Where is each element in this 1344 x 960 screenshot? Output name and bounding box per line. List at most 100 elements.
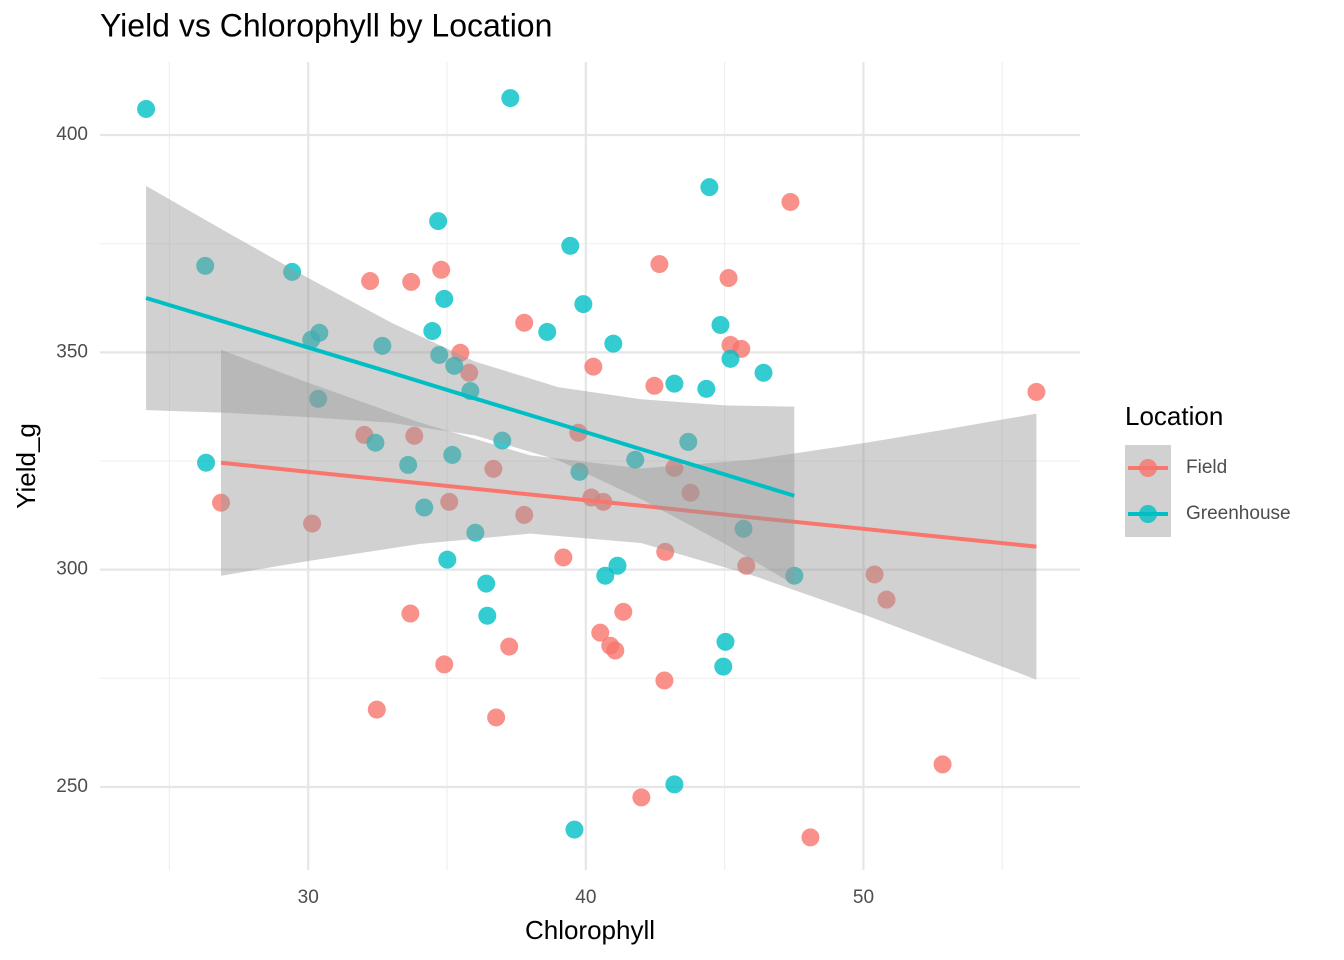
- y-tick-label: 400: [56, 124, 88, 145]
- point: [596, 566, 615, 585]
- point: [754, 363, 773, 382]
- point: [665, 458, 684, 477]
- point: [719, 269, 738, 288]
- point: [309, 389, 328, 408]
- point: [681, 483, 700, 502]
- point: [515, 313, 534, 332]
- fit-line: [145, 296, 795, 498]
- point: [565, 820, 584, 839]
- point: [435, 655, 454, 674]
- point: [402, 272, 421, 291]
- point: [614, 602, 633, 621]
- point: [430, 345, 449, 364]
- point: [487, 708, 506, 727]
- point: [665, 374, 684, 393]
- point: [1027, 382, 1046, 401]
- point: [734, 519, 753, 538]
- legend-label: Greenhouse: [1186, 503, 1291, 524]
- point: [373, 336, 392, 355]
- point: [445, 356, 464, 375]
- point: [697, 379, 716, 398]
- point: [196, 256, 215, 275]
- point: [665, 775, 684, 794]
- point: [303, 514, 322, 533]
- fit-line: [220, 460, 1037, 549]
- point: [785, 566, 804, 585]
- point: [604, 334, 623, 353]
- point: [443, 445, 462, 464]
- y-tick-label: 350: [56, 341, 88, 362]
- point: [493, 431, 512, 450]
- point: [460, 363, 479, 382]
- point: [781, 192, 800, 211]
- point: [366, 433, 385, 452]
- point: [632, 788, 651, 807]
- point: [399, 455, 418, 474]
- point: [501, 89, 520, 108]
- point: [650, 255, 669, 274]
- point: [423, 322, 442, 341]
- point: [212, 493, 231, 512]
- point: [591, 623, 610, 642]
- point: [561, 236, 580, 255]
- point: [933, 755, 952, 774]
- point: [655, 671, 674, 690]
- point: [656, 542, 675, 561]
- point: [645, 376, 664, 395]
- x-tick-label: 50: [853, 887, 874, 908]
- point: [478, 606, 497, 625]
- x-axis-title: Chlorophyll: [525, 915, 655, 945]
- confidence-band: [221, 349, 1037, 680]
- point: [714, 657, 733, 676]
- point: [367, 700, 386, 719]
- point: [477, 574, 496, 593]
- point: [137, 99, 156, 118]
- point: [608, 556, 627, 575]
- point: [716, 632, 735, 651]
- point: [515, 505, 534, 524]
- point: [711, 315, 730, 334]
- y-axis-title: Yield_g: [11, 423, 41, 509]
- point: [737, 556, 756, 575]
- point: [429, 212, 448, 231]
- point: [401, 604, 420, 623]
- point: [405, 426, 424, 445]
- legend-label: Field: [1186, 457, 1227, 478]
- point: [570, 462, 589, 481]
- y-tick-label: 300: [56, 559, 88, 580]
- point: [538, 322, 557, 341]
- y-tick-label: 250: [56, 776, 88, 797]
- point: [438, 550, 457, 569]
- point: [626, 450, 645, 469]
- point: [197, 453, 216, 472]
- point: [283, 262, 302, 281]
- x-tick-label: 40: [575, 887, 596, 908]
- point: [700, 178, 719, 197]
- point: [361, 272, 380, 291]
- chart-title: Yield vs Chlorophyll by Location: [100, 7, 552, 43]
- point: [466, 523, 485, 542]
- point: [440, 492, 459, 511]
- legend-point: [1139, 505, 1157, 523]
- x-tick-label: 30: [298, 887, 319, 908]
- point: [574, 295, 593, 314]
- legend-point: [1139, 459, 1157, 477]
- point: [432, 260, 451, 279]
- point: [865, 565, 884, 584]
- point: [500, 637, 519, 656]
- point: [415, 498, 434, 517]
- confidence-band: [146, 185, 795, 585]
- point: [877, 590, 896, 609]
- legend-title: Location: [1125, 401, 1223, 431]
- point: [554, 548, 573, 567]
- point: [435, 289, 454, 308]
- point: [801, 828, 820, 847]
- point: [721, 349, 740, 368]
- point: [584, 357, 603, 376]
- point: [606, 641, 625, 660]
- point: [484, 459, 503, 478]
- point: [679, 432, 698, 451]
- point: [310, 323, 329, 342]
